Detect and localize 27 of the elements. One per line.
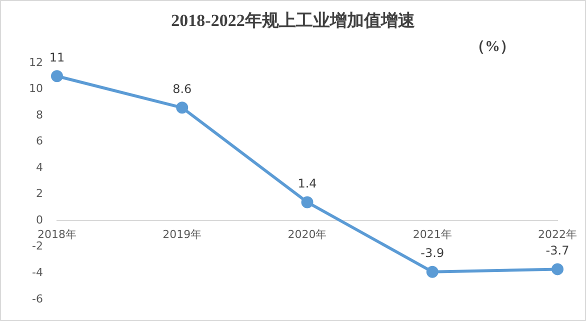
point bbox=[426, 266, 438, 278]
point bbox=[552, 263, 564, 276]
x-tick-label: 2019年 bbox=[162, 228, 202, 242]
x-tick-label: 2022年 bbox=[538, 228, 578, 242]
y-tick-label: 6 bbox=[36, 134, 43, 148]
point bbox=[301, 196, 314, 208]
x-tick-label: 2018年 bbox=[37, 228, 76, 242]
y-tick-label: 0 bbox=[36, 213, 43, 226]
y-tick-label: 8 bbox=[36, 108, 43, 122]
y-axis-title: （%） bbox=[470, 38, 515, 56]
data-label: 8.6 bbox=[172, 82, 192, 96]
x-tick-label: 2021年 bbox=[412, 228, 452, 242]
y-tick-label: 4 bbox=[36, 160, 43, 174]
data-label: -3.9 bbox=[420, 246, 444, 260]
y-tick-label: 2 bbox=[36, 187, 43, 200]
y-tick-label: -2 bbox=[32, 240, 43, 253]
y-tick-label: -4 bbox=[32, 266, 43, 279]
point bbox=[50, 70, 63, 82]
y-tick-label: -6 bbox=[32, 292, 43, 306]
data-label: 1.4 bbox=[298, 176, 317, 190]
y-tick-label: 12 bbox=[28, 56, 43, 69]
y-tick-label: 10 bbox=[28, 82, 43, 96]
data-label: 11 bbox=[49, 50, 65, 64]
x-tick-label: 2020年 bbox=[288, 228, 327, 242]
data-label: -3.7 bbox=[546, 243, 570, 258]
chart-title: 2018-2022年规上工业增加值增速 bbox=[170, 10, 416, 32]
point bbox=[176, 102, 188, 114]
